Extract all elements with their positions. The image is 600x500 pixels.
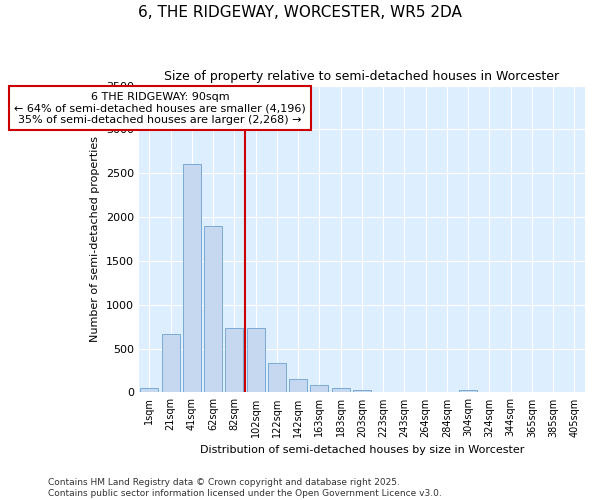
Bar — [247, 328, 265, 392]
X-axis label: Distribution of semi-detached houses by size in Worcester: Distribution of semi-detached houses by … — [200, 445, 524, 455]
Text: 6 THE RIDGEWAY: 90sqm
← 64% of semi-detached houses are smaller (4,196)
35% of s: 6 THE RIDGEWAY: 90sqm ← 64% of semi-deta… — [14, 92, 306, 125]
Bar — [226, 328, 244, 392]
Text: Contains HM Land Registry data © Crown copyright and database right 2025.
Contai: Contains HM Land Registry data © Crown c… — [48, 478, 442, 498]
Bar — [204, 226, 222, 392]
Bar — [183, 164, 201, 392]
Bar — [289, 379, 307, 392]
Bar — [268, 362, 286, 392]
Bar — [459, 390, 477, 392]
Bar — [353, 390, 371, 392]
Text: 6, THE RIDGEWAY, WORCESTER, WR5 2DA: 6, THE RIDGEWAY, WORCESTER, WR5 2DA — [138, 5, 462, 20]
Bar — [310, 384, 328, 392]
Bar — [332, 388, 350, 392]
Bar — [140, 388, 158, 392]
Bar — [161, 334, 179, 392]
Title: Size of property relative to semi-detached houses in Worcester: Size of property relative to semi-detach… — [164, 70, 559, 83]
Y-axis label: Number of semi-detached properties: Number of semi-detached properties — [90, 136, 100, 342]
